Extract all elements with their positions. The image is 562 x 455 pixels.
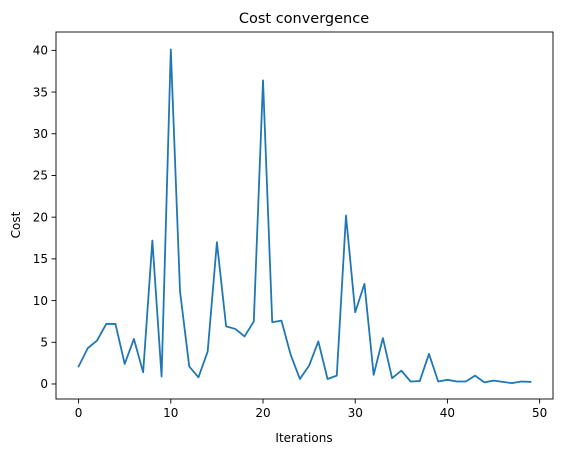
x-axis-label: Iterations bbox=[275, 431, 332, 445]
x-axis-ticks: 0 10 20 30 40 50 bbox=[75, 399, 547, 420]
y-axis-label: Cost bbox=[9, 211, 23, 238]
x-tick-label: 50 bbox=[532, 406, 547, 420]
chart-title: Cost convergence bbox=[239, 11, 369, 27]
plot-area bbox=[77, 48, 532, 385]
x-tick-label: 20 bbox=[255, 406, 270, 420]
y-tick-label: 25 bbox=[33, 169, 48, 183]
x-tick-label: 30 bbox=[348, 406, 363, 420]
y-tick-label: 10 bbox=[33, 294, 48, 308]
series-line-0 bbox=[77, 48, 532, 385]
y-tick-label: 0 bbox=[40, 377, 48, 391]
y-axis-ticks: 0 5 10 15 20 25 30 35 40 bbox=[33, 44, 56, 391]
axes-frame bbox=[55, 31, 554, 400]
y-tick-label: 35 bbox=[33, 85, 48, 99]
y-tick-label: 30 bbox=[33, 127, 48, 141]
x-tick-label: 40 bbox=[440, 406, 455, 420]
x-tick-label: 0 bbox=[75, 406, 83, 420]
x-tick-label: 10 bbox=[163, 406, 178, 420]
y-tick-label: 5 bbox=[40, 335, 48, 349]
y-tick-label: 20 bbox=[33, 210, 48, 224]
y-tick-label: 40 bbox=[33, 44, 48, 58]
y-tick-label: 15 bbox=[33, 252, 48, 266]
